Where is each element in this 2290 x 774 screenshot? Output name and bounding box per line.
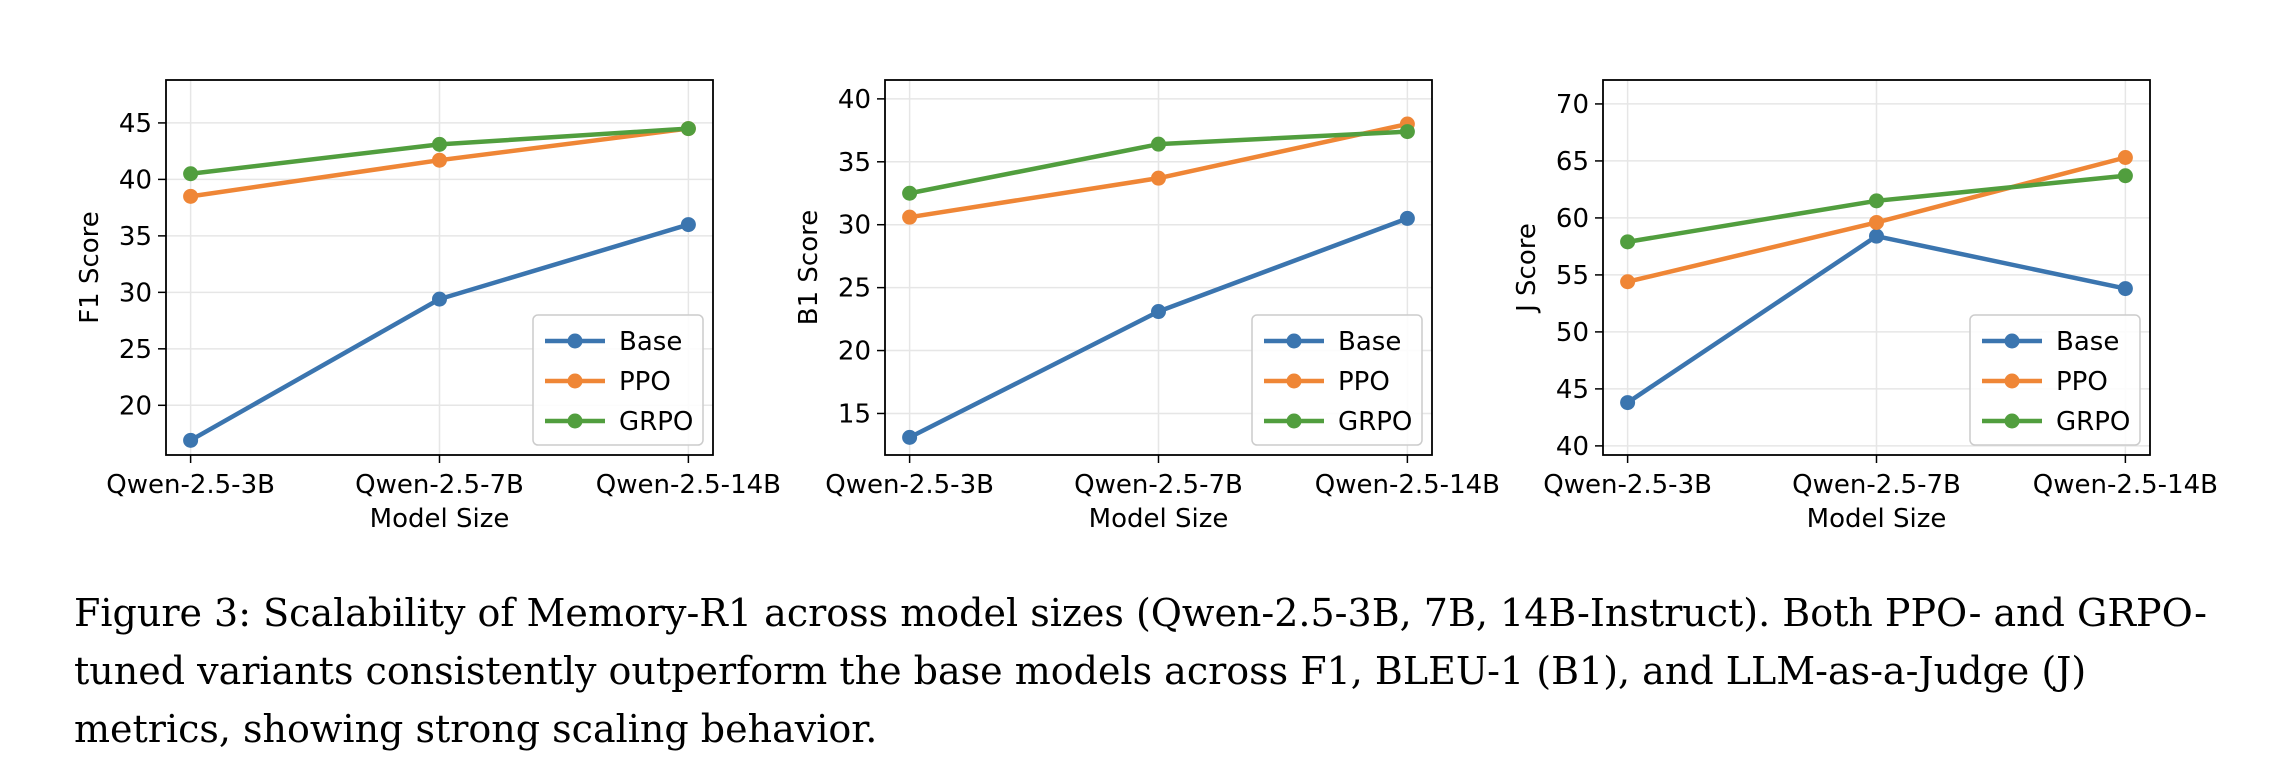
y-tick-label: 30 [119,278,152,308]
y-tick-label: 55 [1556,261,1589,291]
x-tick-label: Qwen-2.5-3B [106,470,275,500]
y-tick-label: 20 [119,391,152,421]
charts-svg: 20 25 30 35 40 45 Qwen-2.5-3B Qwen-2.5-7B Qwen-2… [75,79,2218,534]
legend-marker-ppo [2004,373,2020,389]
x-tick-label: Qwen-2.5-7B [1074,470,1243,500]
data-point-grpo [432,136,447,152]
x-tick-label: Qwen-2.5-14B [596,470,781,500]
x-axis-label: Model Size [1807,504,1947,534]
data-point-base [183,432,199,448]
y-axis-label: F1 Score [75,211,105,324]
y-axis-label: B1 Score [794,210,824,325]
legend-marker-ppo [567,373,583,389]
legend-label: GRPO [619,407,693,437]
data-point-grpo [680,121,696,137]
legend-label: Base [1338,327,1401,357]
data-point-grpo [2117,168,2133,184]
figure-charts: 20 25 30 35 40 45 Qwen-2.5-3B Qwen-2.5-7B Qwen-2… [75,79,2218,534]
y-tick-label: 35 [838,148,871,178]
legend-label: GRPO [1338,407,1412,437]
y-tick-label: 40 [119,165,152,195]
legend-marker-base [2004,333,2020,349]
data-point-base [902,429,918,445]
legend-label: Base [619,327,682,357]
legend-marker-grpo [1286,413,1302,429]
x-axis-label: Model Size [1089,504,1229,534]
data-point-ppo [432,152,447,168]
x-axis-label: Model Size [370,504,510,534]
caption-text: Scalability of Memory-R1 across model si… [74,591,2207,751]
data-point-ppo [1151,170,1166,186]
data-point-grpo [1620,234,1636,250]
y-tick-label: 15 [838,399,871,429]
y-tick-label: 25 [838,274,871,304]
data-point-base [2117,281,2133,297]
data-point-grpo [183,166,199,182]
legend-marker-ppo [1286,373,1302,389]
legend-marker-base [567,333,583,349]
legend-label: PPO [2056,367,2108,397]
data-point-base [432,291,447,307]
legend-label: PPO [1338,367,1390,397]
data-point-grpo [1869,193,1884,209]
x-tick-label: Qwen-2.5-3B [825,470,994,500]
legend-marker-grpo [567,413,583,429]
x-tick-label: Qwen-2.5-3B [1543,470,1712,500]
y-tick-label: 60 [1556,204,1589,234]
data-point-base [680,217,696,233]
data-point-ppo [1869,214,1884,230]
data-point-grpo [902,185,918,201]
y-tick-label: 45 [119,109,152,139]
data-point-base [1620,395,1636,411]
data-point-ppo [1620,274,1636,290]
data-point-ppo [183,188,199,204]
data-point-ppo [902,209,918,225]
y-tick-label: 50 [1556,318,1589,348]
data-point-base [1151,304,1166,320]
legend-marker-grpo [2004,413,2020,429]
y-tick-label: 40 [1556,432,1589,462]
x-tick-label: Qwen-2.5-7B [1792,470,1961,500]
y-tick-label: 30 [838,211,871,241]
y-axis-label: J Score [1512,223,1542,314]
y-tick-label: 65 [1556,147,1589,177]
y-tick-label: 70 [1556,90,1589,120]
legend-label: PPO [619,367,671,397]
figure-caption: Figure 3: Scalability of Memory-R1 acros… [74,584,2234,758]
y-tick-label: 45 [1556,375,1589,405]
x-tick-label: Qwen-2.5-14B [1315,470,1500,500]
legend-marker-base [1286,333,1302,349]
legend-label: Base [2056,327,2119,357]
data-point-grpo [1399,124,1415,140]
x-tick-label: Qwen-2.5-14B [2033,470,2218,500]
legend-label: GRPO [2056,407,2130,437]
data-point-base [1869,228,1884,244]
y-tick-label: 40 [838,85,871,115]
caption-label: Figure 3: [74,591,252,635]
x-tick-label: Qwen-2.5-7B [355,470,524,500]
y-tick-label: 20 [838,337,871,367]
data-point-grpo [1151,136,1166,152]
data-point-base [1399,210,1415,226]
y-tick-label: 25 [119,335,152,365]
data-point-ppo [2117,150,2133,166]
y-tick-label: 35 [119,222,152,252]
